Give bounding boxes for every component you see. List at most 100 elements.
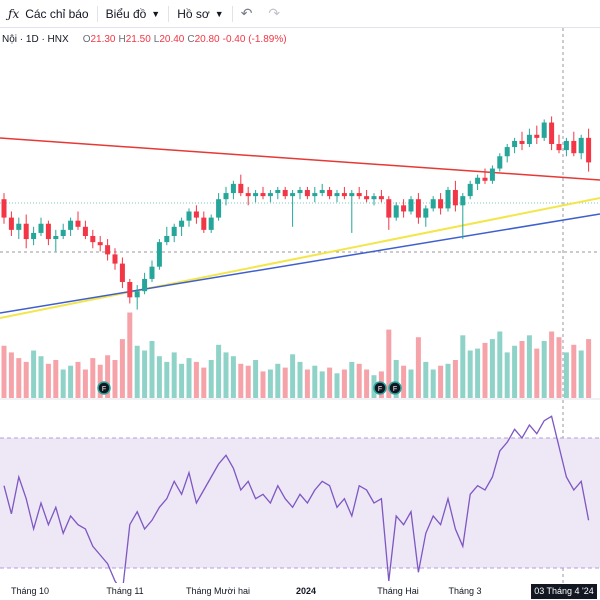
volume-bar	[171, 352, 177, 398]
volume-bar	[408, 369, 414, 398]
volume-bar	[179, 363, 185, 398]
volume-bar	[216, 344, 222, 398]
candle-body	[245, 193, 251, 197]
volume-bar	[586, 339, 592, 398]
volume-bar	[578, 350, 584, 398]
volume-bar	[97, 364, 103, 398]
ohlc-legend: Nội · 1D · HNX O 21.30 H 21.50 L 20.40 C 20.…	[2, 34, 287, 45]
volume-bar	[156, 356, 162, 398]
volume-bar	[142, 350, 148, 398]
candle-body	[90, 236, 96, 243]
volume-bar	[223, 352, 229, 398]
candle-body	[23, 223, 29, 240]
volume-bar	[193, 361, 199, 398]
candle-body	[319, 190, 325, 194]
rsi-band	[0, 438, 600, 568]
candle-body	[134, 291, 140, 298]
candle-body	[334, 193, 340, 197]
volume-bar	[45, 363, 51, 398]
volume-bar	[475, 348, 481, 398]
volume-bar	[364, 369, 370, 398]
candle-body	[556, 144, 562, 151]
volume-bar	[260, 371, 266, 398]
candle-body	[260, 193, 266, 197]
candle-body	[297, 190, 303, 194]
volume-bar	[497, 331, 503, 398]
volume-bar	[105, 355, 111, 398]
candle-body	[386, 199, 392, 218]
candle-body	[452, 190, 458, 206]
candle-body	[31, 232, 37, 240]
candle-body	[460, 196, 466, 206]
volume-bar	[549, 331, 555, 398]
candle-body	[38, 223, 44, 233]
candle-body	[526, 134, 532, 144]
indicators-button[interactable]: ƒx Các chỉ báo	[0, 0, 97, 27]
candle-body	[378, 196, 384, 200]
candle-body	[371, 196, 377, 200]
candle-body	[208, 217, 214, 230]
volume-bar	[460, 335, 466, 398]
volume-bar	[349, 361, 355, 398]
volume-bar	[519, 341, 525, 398]
volume-bar	[23, 361, 29, 398]
candle-body	[253, 193, 259, 197]
chart-type-button[interactable]: Biểu đồ ▼	[98, 0, 169, 27]
redo-button[interactable]: ↷	[260, 0, 288, 27]
candle-body	[563, 140, 569, 151]
symbol-label[interactable]: Nội · 1D · HNX	[2, 34, 69, 45]
volume-bar	[312, 365, 318, 398]
volume-bar	[31, 350, 37, 398]
toolbar-divider	[96, 5, 98, 22]
volume-bar	[290, 354, 296, 398]
candle-body	[586, 137, 592, 163]
yellow-trendline	[0, 197, 600, 319]
volume-bar	[541, 341, 547, 398]
time-axis[interactable]: Tháng 10 Tháng 11 Tháng Mười hai 2024 Th…	[0, 583, 600, 600]
candle-body	[112, 254, 118, 264]
candle-body	[467, 183, 473, 197]
dividend-label: F	[378, 386, 382, 393]
volume-bar	[556, 337, 562, 398]
toolbar-divider	[168, 5, 170, 22]
candle-body	[438, 199, 444, 209]
volume-bar	[275, 363, 281, 398]
candle-body	[171, 226, 177, 236]
red-trendline	[0, 137, 600, 181]
volume-bar	[327, 367, 333, 398]
chevron-down-icon: ▼	[151, 8, 161, 19]
candle-body	[149, 266, 155, 279]
dividend-label: F	[102, 386, 106, 393]
x-tick-label: Tháng Mười hai	[186, 586, 250, 596]
candle-body	[401, 205, 407, 212]
volume-bar	[504, 352, 510, 398]
volume-bar	[512, 345, 518, 398]
dividend-icon	[97, 381, 111, 395]
volume-bar	[438, 365, 444, 398]
candle-body	[16, 223, 22, 230]
volume-bar	[75, 361, 81, 398]
volume-bar	[297, 361, 303, 398]
candle-body	[179, 220, 185, 227]
candle-body	[97, 242, 103, 246]
high-value: 21.50	[125, 34, 151, 45]
undo-button[interactable]: ↶	[233, 0, 261, 27]
candle-body	[497, 156, 503, 169]
candle-body	[223, 193, 229, 200]
x-tick-label: Tháng 10	[10, 586, 50, 596]
volume-bar	[386, 329, 392, 398]
top-toolbar: ƒx Các chỉ báo Biểu đồ ▼ Hồ sơ ▼ ↶ ↷	[0, 0, 600, 28]
candle-body	[475, 177, 481, 184]
volume-bar	[112, 360, 118, 398]
volume-bar	[82, 369, 88, 398]
volume-bar	[119, 339, 125, 398]
volume-bar	[186, 358, 192, 398]
redo-icon: ↷	[268, 5, 281, 21]
volume-bar	[149, 341, 155, 398]
profile-button[interactable]: Hồ sơ ▼	[169, 0, 231, 27]
candle-body	[275, 190, 281, 194]
candle-body	[430, 199, 436, 209]
volume-bar	[267, 369, 273, 398]
candle-body	[312, 193, 318, 197]
